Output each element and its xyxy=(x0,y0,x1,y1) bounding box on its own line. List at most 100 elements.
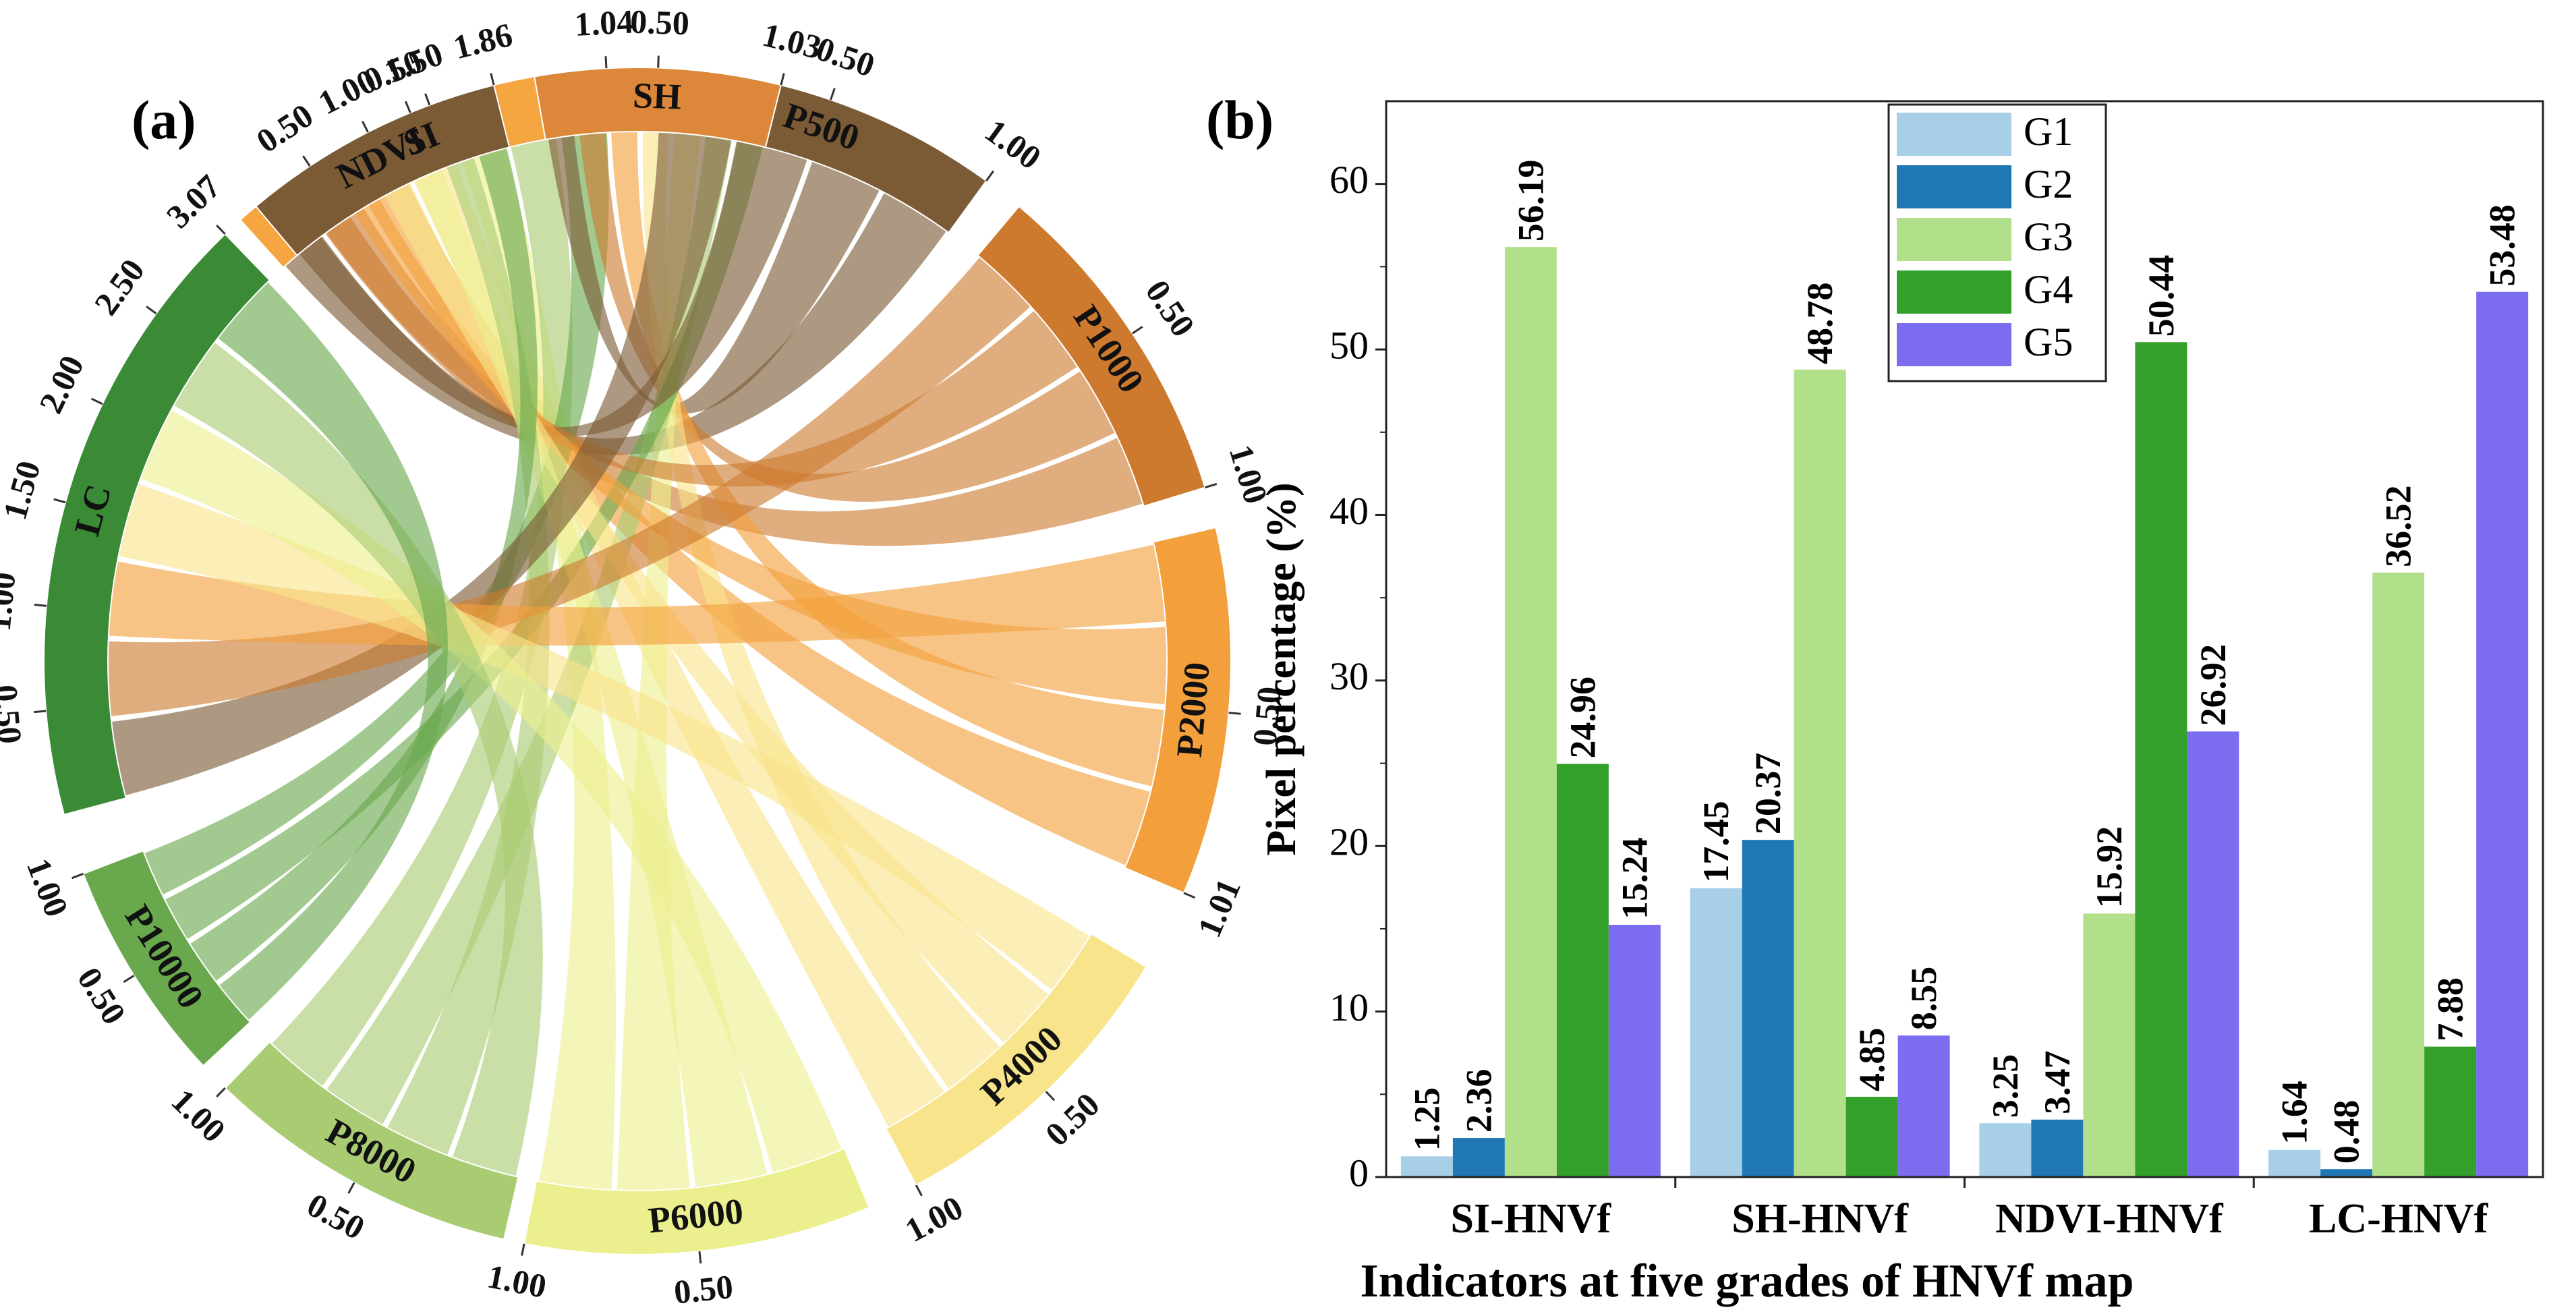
tick-label: 1.04 xyxy=(573,3,634,44)
tick-label: 1.03 xyxy=(759,16,825,67)
y-tick-label: 20 xyxy=(1329,820,1369,864)
data-label: 3.25 xyxy=(1985,1054,2026,1118)
legend-swatch-g4 xyxy=(1897,270,2011,314)
bar-g5 xyxy=(1608,925,1661,1177)
tick-label: 1.50 xyxy=(0,457,48,523)
tick-mark xyxy=(90,397,103,405)
y-tick-label: 40 xyxy=(1329,489,1369,533)
tick-label: 0.50 xyxy=(70,961,134,1031)
y-tick-label: 0 xyxy=(1349,1151,1369,1195)
tick-label: 0.50 xyxy=(629,3,689,42)
tick-mark xyxy=(404,101,411,113)
tick-mark xyxy=(146,306,157,315)
bar-g4 xyxy=(1556,764,1609,1177)
bar-g5 xyxy=(2476,291,2529,1178)
tick-mark xyxy=(216,224,226,235)
tick-mark xyxy=(1045,1091,1056,1102)
tick-mark xyxy=(1205,483,1218,489)
data-label: 3.47 xyxy=(2037,1050,2078,1114)
panel-b-label: (b) xyxy=(1206,89,1273,150)
segment-p4000 xyxy=(885,932,1147,1186)
data-label: 20.37 xyxy=(1748,753,1788,835)
segment-ndvi xyxy=(254,84,511,257)
x-tick-label: SI-HNVf xyxy=(1451,1196,1612,1242)
chord-ribbons xyxy=(107,132,1167,1191)
tick-mark xyxy=(53,498,66,504)
bar-g5 xyxy=(1897,1035,1950,1177)
bar-g2 xyxy=(2031,1119,2084,1177)
segment-p8000 xyxy=(224,1041,519,1240)
segment-p1000 xyxy=(977,205,1206,507)
legend-swatch-g5 xyxy=(1897,323,2011,366)
x-tick-label: NDVI-HNVf xyxy=(1995,1196,2224,1242)
ribbon-lc-p10000 xyxy=(217,282,448,1021)
bar-g1 xyxy=(1979,1123,2032,1177)
legend-swatch-g1 xyxy=(1897,113,2011,156)
tick-label: 1.86 xyxy=(450,16,516,67)
bar-g3 xyxy=(1794,370,1846,1177)
segment-label-p2000: P2000 xyxy=(1169,660,1218,759)
ribbon-lc-p1000 xyxy=(107,257,1031,716)
segment-label-p6000: P6000 xyxy=(646,1191,745,1240)
tick-mark xyxy=(424,93,431,106)
data-label: 1.25 xyxy=(1406,1087,1447,1151)
tick-mark xyxy=(361,121,369,133)
y-tick-label: 30 xyxy=(1329,654,1369,698)
bar-g4 xyxy=(2424,1046,2477,1177)
data-label: 8.55 xyxy=(1904,967,1944,1031)
tick-mark xyxy=(347,1182,355,1194)
ribbon-si-p6000 xyxy=(461,148,616,1191)
tick-mark xyxy=(34,604,47,607)
tick-label: 0.50 xyxy=(1245,685,1288,747)
bar-g1 xyxy=(2268,1149,2321,1177)
tick-label: 1.01 xyxy=(1190,874,1248,942)
data-label: 26.92 xyxy=(2193,644,2233,726)
tick-label: 1.00 xyxy=(899,1189,969,1250)
data-label: 15.24 xyxy=(1614,838,1655,920)
tick-mark xyxy=(985,170,995,181)
legend-label-g2: G2 xyxy=(2024,162,2073,206)
legend-label-g4: G4 xyxy=(2024,267,2073,312)
data-label: 50.44 xyxy=(2141,255,2181,337)
ribbon-sh-p500 xyxy=(548,135,880,413)
data-label: 4.85 xyxy=(1852,1027,1892,1091)
tick-mark xyxy=(216,1087,226,1098)
tick-label: 0.50 xyxy=(250,96,320,160)
data-label: 15.92 xyxy=(2089,826,2129,909)
bar-g1 xyxy=(1690,888,1742,1177)
segment-p2000 xyxy=(1124,526,1232,894)
bar-chart-panel: 1.25 2.36 56.19 24.96 15.24 17.45 20.37 48.78 4.… xyxy=(1206,89,2544,1307)
data-label: 2.36 xyxy=(1458,1069,1499,1133)
tick-mark xyxy=(71,872,84,880)
tick-mark xyxy=(915,1184,923,1197)
tick-mark xyxy=(490,73,495,86)
tick-label: 1.50 xyxy=(379,34,448,90)
segment-sh xyxy=(534,67,782,148)
bar-series xyxy=(1400,247,2529,1178)
data-label: 48.78 xyxy=(1800,283,1840,365)
ribbon-ndvi-p6000 xyxy=(415,169,768,1188)
bar-g2 xyxy=(2320,1169,2373,1177)
tick-mark xyxy=(780,73,785,86)
chord-diagram-panel: SI P500P1000P2000P4000P6000P8000P10000LCN… xyxy=(0,3,1288,1311)
tick-mark xyxy=(521,1243,525,1256)
tick-label: 2.50 xyxy=(87,252,152,322)
tick-label: 0.50 xyxy=(0,683,29,745)
data-label: 0.48 xyxy=(2326,1100,2367,1164)
tick-label: 0.50 xyxy=(301,1186,371,1247)
bar-g1 xyxy=(1400,1156,1453,1177)
tick-mark xyxy=(302,155,311,167)
legend-swatch-g2 xyxy=(1897,165,2011,208)
tick-mark xyxy=(657,55,660,68)
ribbon-ndvi-p4000 xyxy=(384,183,1049,1043)
ribbon-ndvi-p10000 xyxy=(190,148,538,981)
y-tick-label: 50 xyxy=(1329,323,1369,367)
y-tick-label: 10 xyxy=(1329,985,1369,1029)
ribbon-sh-p2000 xyxy=(611,132,1165,786)
ribbon-ndvi-p2000 xyxy=(354,198,1167,705)
x-axis-title: Indicators at five grades of HNVf map xyxy=(1360,1255,2134,1307)
tick-mark xyxy=(1131,326,1143,335)
data-label: 24.96 xyxy=(1562,677,1603,759)
segment-label-sh: SH xyxy=(632,75,682,117)
